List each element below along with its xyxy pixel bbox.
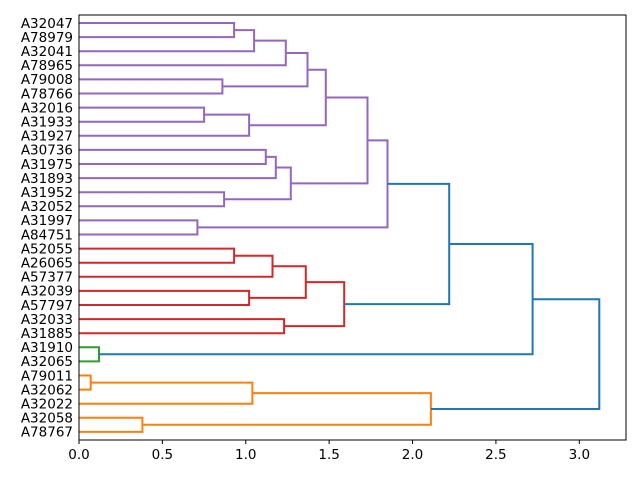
leaf-label-A79011: A79011 xyxy=(21,368,73,384)
x-tick-label: 0.0 xyxy=(68,447,89,463)
leaf-label-A32033: A32033 xyxy=(21,312,73,328)
leaf-label-A57797: A57797 xyxy=(21,298,73,314)
leaf-label-A31952: A31952 xyxy=(21,185,73,201)
leaf-label-A78965: A78965 xyxy=(21,58,73,74)
leaf-label-A52055: A52055 xyxy=(21,241,73,257)
leaf-label-A78766: A78766 xyxy=(21,86,73,102)
leaf-label-A32039: A32039 xyxy=(21,284,73,300)
leaf-label-A57377: A57377 xyxy=(21,270,73,286)
leaf-label-A30736: A30736 xyxy=(21,143,73,159)
leaf-label-A31893: A31893 xyxy=(21,171,73,187)
leaf-label-A32047: A32047 xyxy=(21,16,73,32)
leaf-label-A32058: A32058 xyxy=(21,411,73,427)
leaf-label-A32065: A32065 xyxy=(21,354,73,370)
leaf-label-A78767: A78767 xyxy=(21,425,73,441)
leaf-label-A78979: A78979 xyxy=(21,30,73,46)
leaf-label-A32052: A32052 xyxy=(21,199,73,215)
leaf-label-A31997: A31997 xyxy=(21,213,73,229)
leaf-label-A31927: A31927 xyxy=(21,129,73,145)
leaf-label-A32041: A32041 xyxy=(21,44,73,60)
x-tick-label: 1.0 xyxy=(235,447,256,463)
leaf-label-A32062: A32062 xyxy=(21,382,73,398)
x-tick-label: 3.0 xyxy=(569,447,590,463)
x-tick-label: 2.5 xyxy=(485,447,506,463)
plot-border xyxy=(78,14,627,441)
leaf-label-A32016: A32016 xyxy=(21,100,73,116)
leaf-label-A31885: A31885 xyxy=(21,326,73,342)
leaf-label-A31975: A31975 xyxy=(21,157,73,173)
leaf-label-A32022: A32022 xyxy=(21,397,73,413)
leaf-label-A79008: A79008 xyxy=(21,72,73,88)
leaf-label-A84751: A84751 xyxy=(21,227,73,243)
x-tick-label: 0.5 xyxy=(152,447,173,463)
leaf-label-A31910: A31910 xyxy=(21,340,73,356)
x-tick-label: 2.0 xyxy=(402,447,423,463)
dendrogram-link-blue xyxy=(430,298,601,410)
leaf-label-A26065: A26065 xyxy=(21,256,73,272)
x-tick-label: 1.5 xyxy=(318,447,339,463)
leaf-label-A31933: A31933 xyxy=(21,115,73,131)
